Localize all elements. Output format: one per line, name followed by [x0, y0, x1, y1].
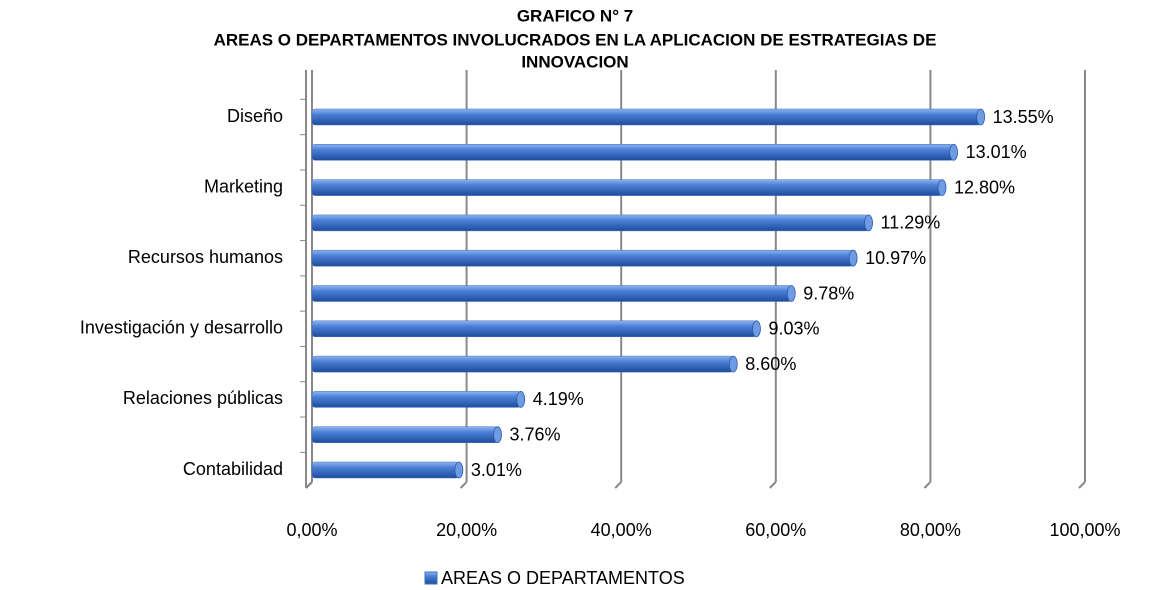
grid-line — [614, 481, 622, 489]
data-label: 10.97% — [865, 248, 926, 268]
data-label: 4.19% — [533, 389, 584, 409]
bar — [311, 214, 869, 232]
x-tick-label: 100,00% — [1049, 520, 1120, 540]
legend-swatch — [424, 571, 438, 585]
bar — [311, 426, 498, 443]
bar-cap — [848, 249, 858, 267]
grid-line — [769, 481, 777, 489]
bar — [311, 461, 460, 479]
bar-cap — [786, 285, 796, 302]
bar-cap — [752, 320, 761, 338]
x-tick-label: 0,00% — [286, 520, 337, 540]
bar — [311, 355, 734, 373]
bar — [311, 320, 757, 338]
y-tick-label: Relaciones públicas — [123, 388, 283, 408]
data-label: 3.01% — [471, 460, 522, 480]
bar — [311, 144, 954, 161]
bar — [311, 179, 943, 196]
x-tick-label: 60,00% — [745, 520, 806, 540]
bar-cap — [976, 108, 986, 126]
bar-cap — [728, 355, 738, 373]
x-tick-label: 20,00% — [436, 520, 497, 540]
chart-subtitle: INNOVACION — [521, 52, 628, 71]
data-label: 12.80% — [954, 177, 1015, 197]
grid-line — [305, 481, 313, 489]
chart-subtitle: AREAS O DEPARTAMENTOS INVOLUCRADOS EN LA… — [214, 30, 937, 49]
bar-cap — [493, 426, 502, 444]
grid-line — [1078, 481, 1086, 489]
data-label: 8.60% — [745, 354, 796, 374]
bar — [311, 108, 981, 126]
data-label: 13.55% — [993, 107, 1054, 127]
y-tick-label: Recursos humanos — [128, 247, 283, 267]
bar-cap — [949, 143, 958, 161]
chart-title: GRAFICO N° 7 — [517, 6, 633, 25]
bar — [311, 391, 521, 408]
data-label: 9.78% — [803, 283, 854, 303]
x-tick-label: 80,00% — [900, 520, 961, 540]
y-tick-label: Marketing — [204, 176, 283, 196]
bar — [311, 285, 792, 302]
bar-cap — [516, 390, 526, 408]
data-label: 3.76% — [510, 424, 561, 444]
x-tick-label: 40,00% — [591, 520, 652, 540]
bar-cap — [937, 179, 947, 197]
data-label: 11.29% — [881, 213, 941, 233]
bar-cap — [864, 214, 873, 232]
grid-line — [923, 481, 932, 489]
y-tick-label: Diseño — [227, 106, 283, 126]
bar-cap — [454, 461, 464, 479]
data-label: 13.01% — [966, 142, 1027, 162]
legend-label: AREAS O DEPARTAMENTOS — [441, 568, 685, 588]
bar — [311, 249, 854, 267]
grid-line — [459, 481, 468, 489]
data-label: 9.03% — [768, 319, 819, 339]
y-tick-label: Contabilidad — [183, 459, 283, 479]
y-tick-label: Investigación y desarrollo — [80, 318, 283, 338]
